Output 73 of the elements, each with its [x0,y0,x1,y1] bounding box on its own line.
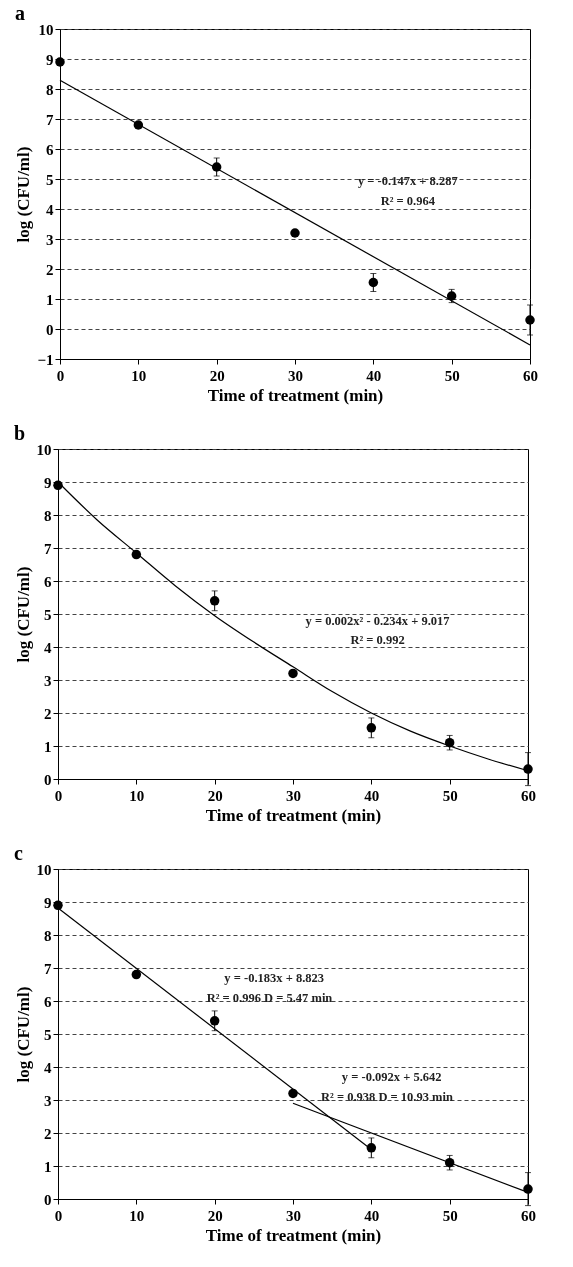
point [131,969,142,980]
x-tick-label: 40 [364,787,380,804]
x-tick-label: 20 [207,1207,223,1224]
y-tick-label: 7 [44,540,52,557]
y-tick-label: 0 [46,321,54,338]
x-tick-label: 60 [521,787,536,804]
annotation: R² = 0.938 D = 10.93 min [321,1089,453,1104]
x-tick-label: 10 [129,787,145,804]
x-tick-label: 30 [286,787,301,804]
x-tick-label: 30 [288,367,303,384]
y-tick-label: 10 [36,861,52,878]
x-tick-label: 50 [444,367,460,384]
y-tick-label: 6 [46,141,54,158]
x-tick-label: 50 [442,787,458,804]
x-tick-label: 20 [207,787,223,804]
y-tick-label: 5 [46,171,54,188]
y-tick-label: 2 [46,261,54,278]
point [290,228,300,238]
y-tick-label: 3 [44,1092,52,1109]
y-axis-title: log (CFU/ml) [13,566,33,663]
x-axis-title: Time of treatment (min) [205,805,382,825]
y-tick-label: −1 [37,351,54,368]
y-tick-label: 1 [44,738,52,755]
y-tick-label: 4 [44,639,52,656]
y-tick-label: 3 [44,672,52,689]
y-tick-label: 4 [44,1059,52,1076]
y-tick-label: 4 [46,201,54,218]
x-tick-label: 20 [209,367,225,384]
y-tick-label: 3 [46,231,54,248]
y-tick-label: 6 [44,573,52,590]
y-tick-label: 5 [44,606,52,623]
chart-title: b [14,422,26,444]
y-tick-label: 1 [46,291,54,308]
y-tick-label: 7 [44,960,52,977]
annotation: y = -0.092x + 5.642 [341,1069,442,1084]
y-tick-label: 9 [46,51,54,68]
y-tick-label: 1 [44,1158,52,1175]
annotation: R² = 0.992 [350,633,405,648]
y-tick-label: 10 [36,441,52,458]
y-tick-label: 8 [46,81,54,98]
annotation: R² = 0.964 [380,193,436,208]
y-tick-label: 10 [38,21,54,38]
x-tick-label: 10 [129,1207,145,1224]
x-tick-label: 60 [521,1207,536,1224]
y-tick-label: 8 [44,507,52,524]
y-tick-label: 0 [44,771,52,788]
x-tick-label: 40 [366,367,382,384]
x-tick-label: 60 [523,367,538,384]
point [288,668,298,679]
y-tick-label: 5 [44,1026,52,1043]
x-axis-title: Time of treatment (min) [205,1225,382,1245]
point [288,1088,298,1099]
y-tick-label: 9 [44,894,52,911]
annotation: y = 0.002x² - 0.234x + 9.017 [305,613,450,628]
y-tick-label: 9 [44,474,52,491]
y-tick-label: 8 [44,927,52,944]
y-axis-title: log (CFU/ml) [14,146,34,243]
y-tick-label: 0 [44,1191,52,1208]
x-tick-label: 40 [364,1207,380,1224]
y-tick-label: 7 [46,111,54,128]
annotation: R² = 0.996 D = 5.47 min [206,990,333,1005]
x-tick-label: 10 [131,367,147,384]
x-axis-title: Time of treatment (min) [207,385,384,405]
x-tick-label: 50 [442,1207,458,1224]
y-tick-label: 2 [44,1125,52,1142]
y-tick-label: 2 [44,705,52,722]
annotation: y = -0.183x + 8.823 [224,970,325,985]
x-tick-label: 30 [286,1207,301,1224]
annotation: y = -0.147x + 8.287 [357,173,458,188]
chart-title: a [14,2,25,24]
y-tick-label: 6 [44,993,52,1010]
y-axis-title: log (CFU/ml) [13,986,33,1083]
chart-title: c [14,842,23,864]
